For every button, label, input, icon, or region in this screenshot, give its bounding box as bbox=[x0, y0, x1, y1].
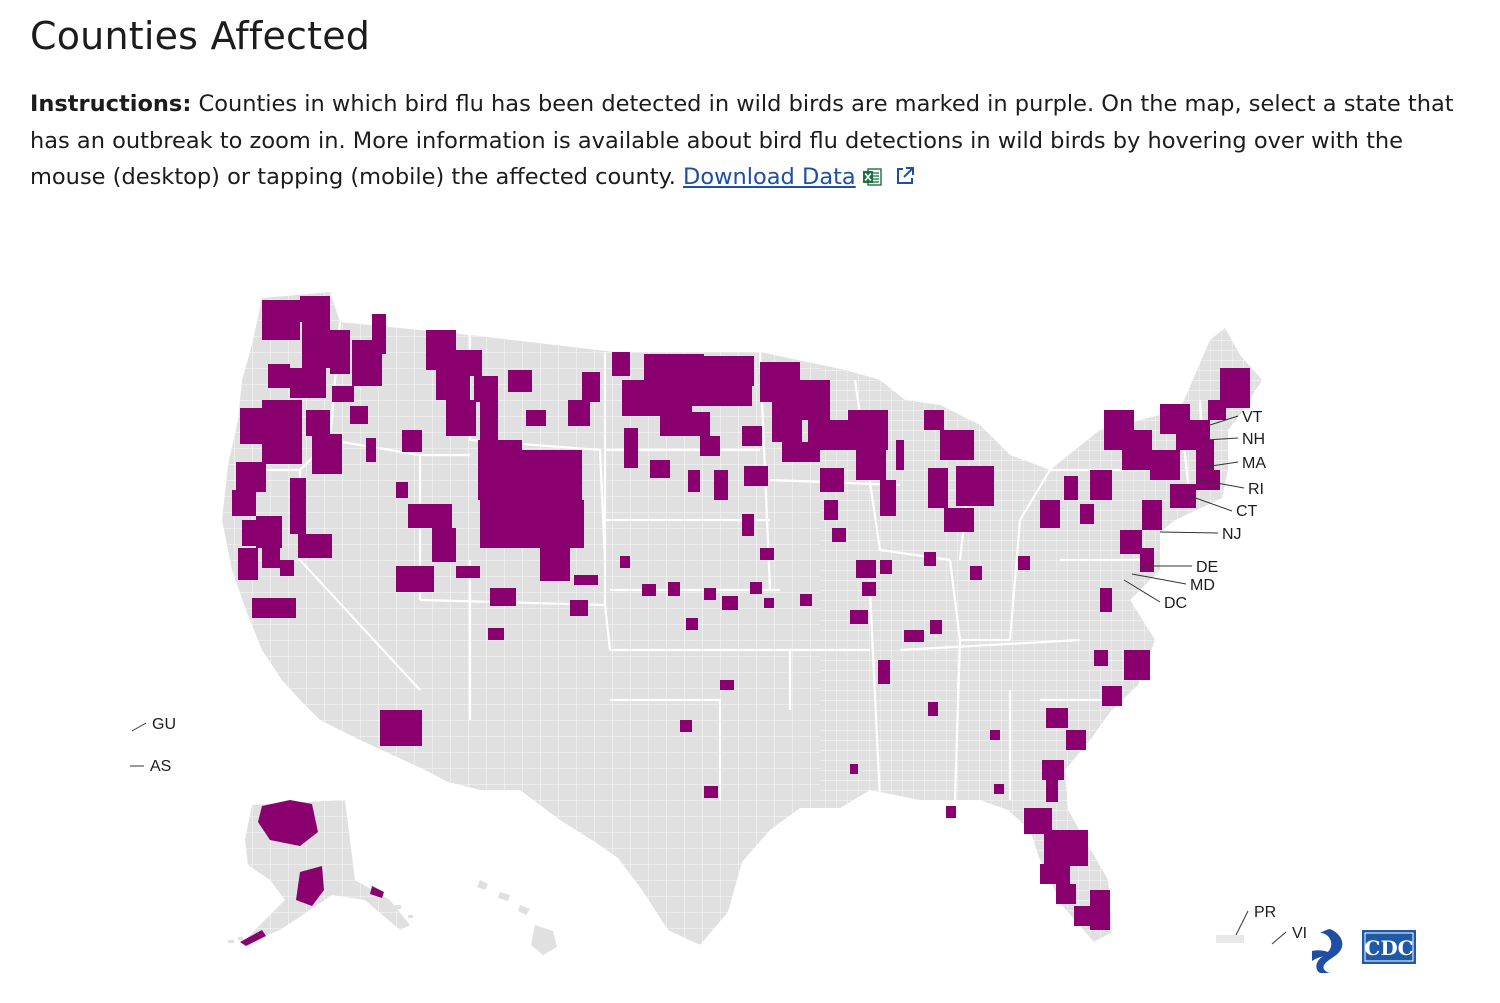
puerto-rico[interactable] bbox=[1216, 935, 1244, 943]
callout-vt[interactable]: VT bbox=[1242, 409, 1263, 426]
hawaii[interactable] bbox=[477, 880, 557, 955]
callout-md[interactable]: MD bbox=[1190, 577, 1215, 594]
hhs-eagle-icon bbox=[1312, 929, 1343, 973]
callout-lines bbox=[130, 415, 1287, 945]
callout-as[interactable]: AS bbox=[150, 758, 171, 775]
callout-nh[interactable]: NH bbox=[1242, 431, 1265, 448]
counties-map: VT NH MA RI CT NJ DE MD DC GU AS PR VI bbox=[0, 200, 1500, 1003]
callout-ma[interactable]: MA bbox=[1242, 455, 1266, 472]
callout-dc[interactable]: DC bbox=[1164, 595, 1187, 612]
alaska-affected[interactable] bbox=[240, 800, 384, 946]
page-title: Counties Affected bbox=[30, 14, 371, 58]
cdc-logo-text: CDC bbox=[1364, 936, 1413, 960]
affected-counties[interactable] bbox=[232, 296, 1250, 930]
external-link-icon[interactable] bbox=[894, 162, 916, 184]
us-map-svg: VT NH MA RI CT NJ DE MD DC GU AS PR VI bbox=[130, 292, 1416, 973]
cdc-logo: CDC bbox=[1362, 930, 1416, 964]
callout-ct[interactable]: CT bbox=[1236, 503, 1258, 520]
instructions-text: Counties in which bird flu has been dete… bbox=[30, 91, 1454, 190]
callout-nj[interactable]: NJ bbox=[1222, 526, 1242, 543]
instructions-paragraph: Instructions: Counties in which bird flu… bbox=[30, 86, 1460, 196]
instructions-label: Instructions: bbox=[30, 91, 192, 117]
callout-gu[interactable]: GU bbox=[152, 716, 176, 733]
callout-ri[interactable]: RI bbox=[1248, 481, 1264, 498]
download-data-link[interactable]: Download Data bbox=[683, 164, 856, 190]
callout-de[interactable]: DE bbox=[1196, 559, 1218, 576]
callout-labels: VT NH MA RI CT NJ DE MD DC GU AS PR VI bbox=[150, 409, 1307, 942]
callout-pr[interactable]: PR bbox=[1254, 904, 1276, 921]
callout-vi[interactable]: VI bbox=[1292, 925, 1307, 942]
excel-icon bbox=[862, 162, 882, 186]
